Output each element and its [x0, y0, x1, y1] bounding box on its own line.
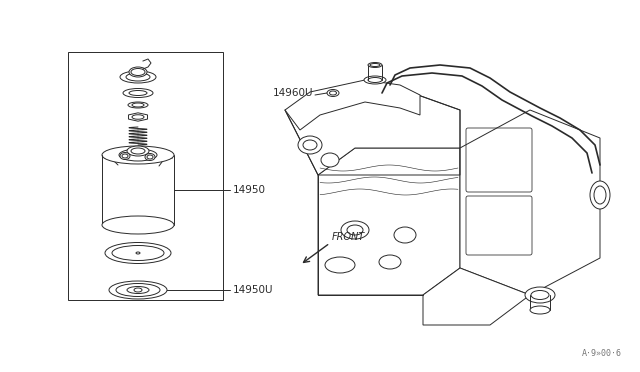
Polygon shape	[285, 85, 460, 175]
Ellipse shape	[128, 102, 148, 108]
Ellipse shape	[129, 67, 147, 77]
Ellipse shape	[530, 306, 550, 314]
Ellipse shape	[590, 181, 610, 209]
Ellipse shape	[109, 281, 167, 299]
Ellipse shape	[120, 71, 156, 83]
Text: 14960U: 14960U	[273, 88, 313, 98]
Ellipse shape	[120, 153, 130, 160]
Ellipse shape	[102, 146, 174, 164]
Polygon shape	[423, 268, 530, 325]
Text: 14950: 14950	[233, 185, 266, 195]
Text: FRONT: FRONT	[332, 232, 365, 242]
Ellipse shape	[368, 62, 382, 67]
Ellipse shape	[327, 90, 339, 96]
Bar	[68, 52, 223, 300]
Ellipse shape	[119, 149, 157, 161]
Ellipse shape	[321, 153, 339, 167]
Text: 14950U: 14950U	[233, 285, 273, 295]
Ellipse shape	[379, 255, 401, 269]
Ellipse shape	[105, 243, 171, 263]
Ellipse shape	[145, 154, 155, 160]
Ellipse shape	[102, 216, 174, 234]
Polygon shape	[285, 80, 420, 130]
Polygon shape	[129, 113, 148, 121]
Polygon shape	[318, 148, 460, 295]
Ellipse shape	[525, 287, 555, 303]
Ellipse shape	[123, 89, 153, 97]
Ellipse shape	[325, 257, 355, 273]
Ellipse shape	[364, 76, 386, 84]
Text: A·9»00·6: A·9»00·6	[582, 349, 622, 358]
Ellipse shape	[127, 146, 149, 156]
Polygon shape	[460, 110, 600, 295]
Ellipse shape	[298, 136, 322, 154]
